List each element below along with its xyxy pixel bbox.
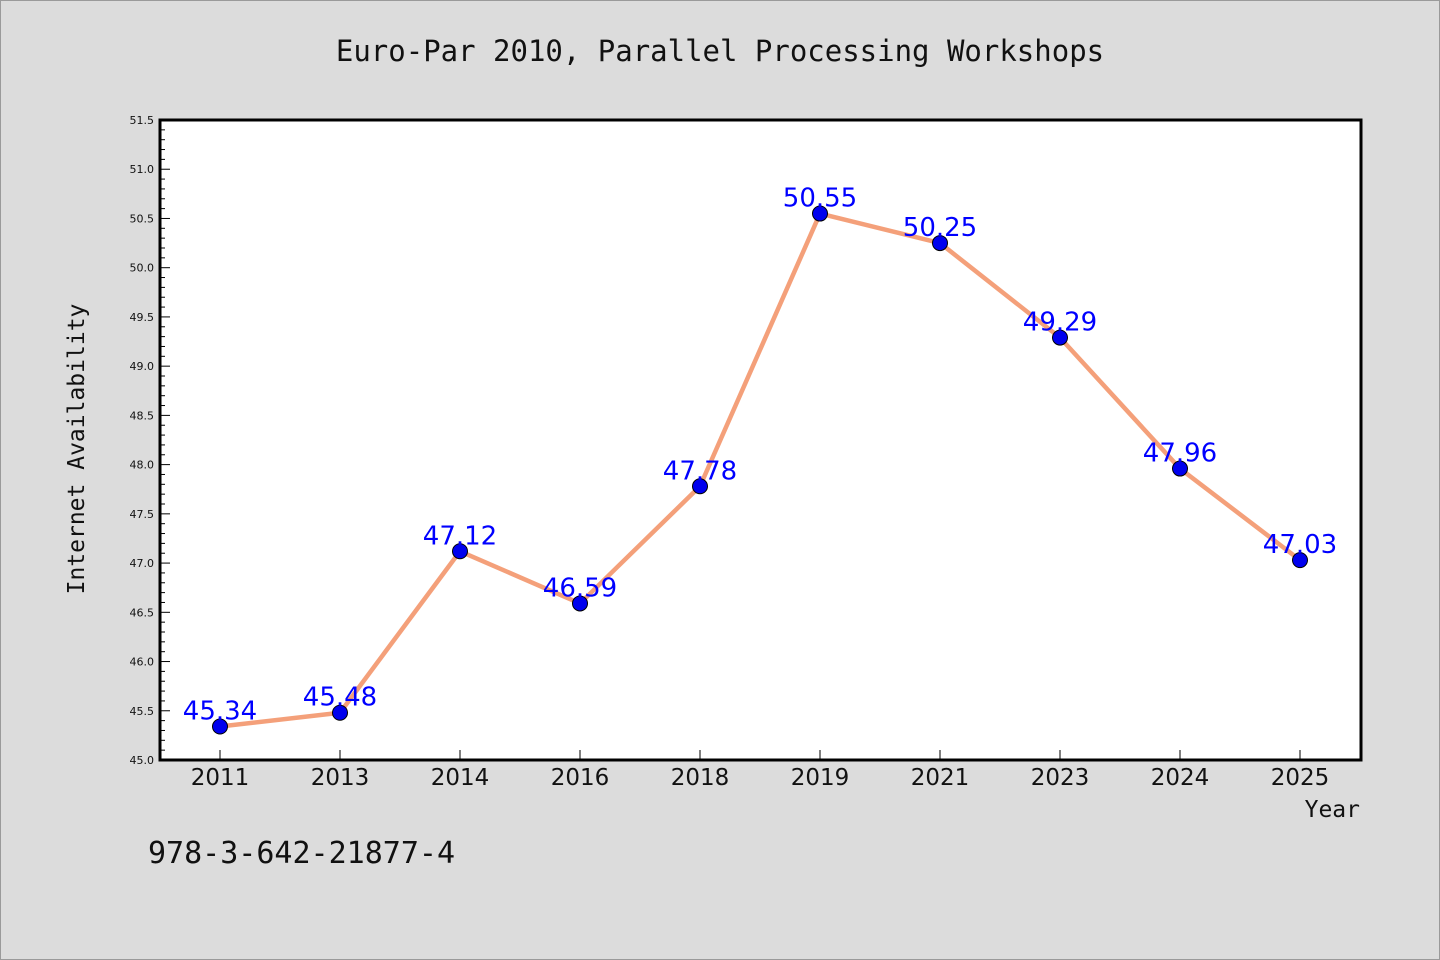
- y-tick-label: 45.0: [130, 754, 155, 767]
- x-tick-label: 2018: [671, 765, 730, 791]
- data-label: 47.03: [1263, 530, 1337, 560]
- data-label: 45.48: [303, 683, 377, 713]
- x-tick-label: 2023: [1031, 765, 1090, 791]
- data-point: [1292, 552, 1308, 569]
- data-label: 45.34: [183, 697, 257, 727]
- data-label: 47.12: [423, 521, 497, 551]
- x-tick-label: 2021: [911, 765, 970, 791]
- y-tick-label: 46.0: [130, 656, 155, 669]
- data-point: [572, 595, 588, 612]
- data-point: [212, 718, 228, 735]
- plot-area: [160, 120, 1361, 760]
- y-tick-label: 50.0: [130, 262, 155, 275]
- x-tick-label: 2013: [311, 765, 370, 791]
- chart-title: Euro-Par 2010, Parallel Processing Works…: [335, 34, 1105, 68]
- y-tick-label: 48.0: [130, 459, 155, 472]
- data-label: 50.25: [903, 213, 977, 243]
- y-axis-label: Internet Availability: [64, 303, 90, 595]
- x-axis-ticks: 2011 2013 2014 2016 2018 2019 2021 2023 2024 2025: [191, 750, 1330, 791]
- x-tick-label: 2014: [431, 765, 490, 791]
- y-tick-label: 47.0: [130, 557, 155, 570]
- y-tick-label: 48.5: [130, 409, 155, 422]
- data-label: 47.78: [663, 456, 737, 486]
- x-tick-label: 2025: [1271, 765, 1330, 791]
- data-point: [812, 205, 828, 222]
- y-tick-label: 47.5: [130, 508, 155, 521]
- data-point: [1172, 460, 1188, 477]
- y-tick-label: 51.5: [130, 114, 155, 127]
- data-label: 46.59: [543, 573, 617, 603]
- y-tick-label: 49.0: [130, 360, 155, 373]
- data-point: [332, 704, 348, 721]
- y-tick-label: 50.5: [130, 212, 155, 225]
- series-line: [219, 211, 1302, 729]
- isbn-footnote: 978-3-642-21877-4: [148, 836, 456, 871]
- data-label: 50.55: [783, 184, 857, 214]
- y-tick-label: 45.5: [130, 705, 155, 718]
- y-tick-label: 46.5: [130, 606, 155, 619]
- plot-border: [158, 118, 1363, 762]
- y-tick-label: 51.0: [130, 163, 155, 176]
- data-label: 49.29: [1023, 308, 1097, 338]
- x-tick-label: 2016: [551, 765, 610, 791]
- x-tick-label: 2011: [191, 765, 250, 791]
- x-tick-label: 2019: [791, 765, 850, 791]
- data-label: 47.96: [1143, 439, 1217, 469]
- data-point: [1052, 329, 1068, 346]
- y-axis-ticks: 45.0 45.5 46.0 46.5 47.0 47.5 48.0 48.5 49.0 49.5…: [130, 114, 170, 767]
- x-axis-label: Year: [1304, 797, 1360, 823]
- data-point: [932, 235, 948, 252]
- y-tick-label: 49.5: [130, 311, 155, 324]
- data-point: [692, 478, 708, 495]
- data-point: [452, 543, 468, 560]
- x-tick-label: 2024: [1151, 765, 1210, 791]
- series-layer: 45.34 45.48 47.12 46.59 47.78 50.55 50.25 49.29…: [183, 184, 1337, 735]
